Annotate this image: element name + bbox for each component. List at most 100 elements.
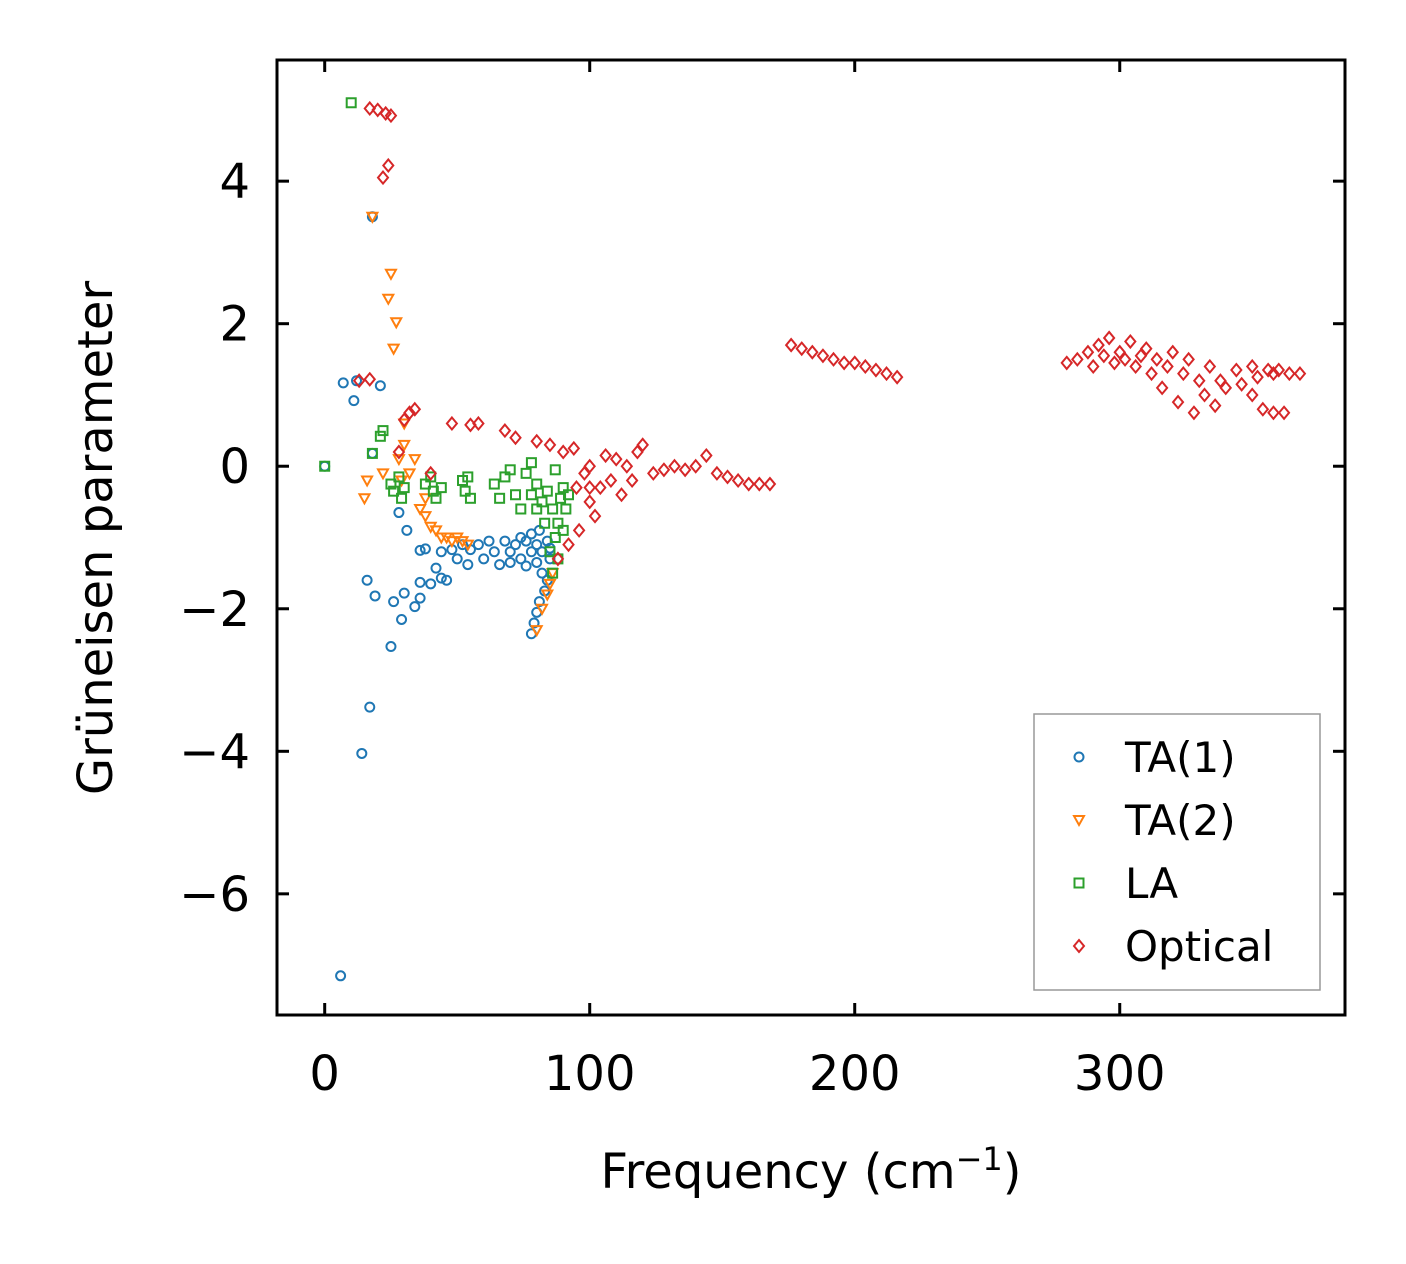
data-point: [541, 485, 553, 497]
data-point: [403, 405, 416, 421]
data-point: [551, 551, 565, 567]
data-point: [859, 358, 872, 375]
data-point: [721, 469, 734, 485]
data-point: [536, 496, 548, 508]
data-point: [464, 492, 476, 504]
data-point: [510, 539, 522, 551]
data-point: [408, 401, 422, 417]
legend-label: TA(1): [1124, 733, 1236, 782]
data-point: [1267, 405, 1280, 421]
data-point: [1060, 355, 1074, 371]
data-point: [604, 472, 618, 489]
data-point: [374, 430, 386, 442]
data-point: [806, 344, 819, 360]
data-point: [319, 460, 331, 472]
series-optical: [352, 100, 1307, 567]
data-point: [763, 476, 777, 492]
data-point: [386, 343, 401, 356]
data-point: [392, 454, 406, 467]
data-point: [536, 567, 548, 579]
data-point: [1171, 394, 1185, 410]
data-point: [364, 701, 376, 713]
data-point: [657, 462, 671, 478]
data-point: [525, 546, 537, 558]
data-point: [615, 487, 628, 503]
data-point: [547, 503, 559, 515]
data-point: [402, 468, 417, 481]
data-point: [385, 641, 397, 653]
data-point: [393, 471, 405, 483]
data-point: [563, 489, 575, 501]
data-point: [376, 468, 390, 481]
y-tick-label: 2: [219, 297, 250, 353]
legend-marker: [1072, 938, 1086, 954]
data-point: [504, 464, 516, 476]
data-point: [435, 482, 447, 494]
data-point: [360, 475, 374, 488]
data-point: [430, 562, 442, 574]
data-point: [1124, 333, 1137, 350]
data-point: [583, 458, 597, 474]
data-point: [1166, 344, 1180, 360]
data-point: [424, 465, 438, 481]
data-point: [520, 535, 532, 547]
data-point: [520, 467, 532, 479]
x-axis-label-close: ): [1003, 1144, 1022, 1200]
data-point: [365, 211, 380, 224]
data-point: [1182, 351, 1195, 367]
data-point: [1071, 351, 1084, 367]
data-point: [525, 457, 537, 469]
data-point: [880, 366, 893, 382]
y-tick-label: −2: [179, 582, 250, 638]
data-point: [636, 437, 650, 453]
data-point: [418, 493, 433, 506]
data-point: [408, 454, 422, 467]
data-point: [1198, 387, 1211, 403]
data-point: [567, 440, 581, 456]
data-point: [345, 97, 357, 109]
data-point: [731, 472, 745, 489]
data-point: [361, 574, 373, 586]
data-point: [549, 532, 561, 543]
data-point: [784, 337, 798, 353]
data-point: [478, 553, 490, 565]
legend-marker: [1073, 751, 1085, 763]
data-point: [599, 447, 612, 464]
data-point: [366, 447, 378, 459]
data-point: [890, 369, 904, 385]
data-point: [594, 480, 607, 496]
data-point: [1245, 387, 1259, 403]
series-la: [319, 97, 575, 579]
data-point: [1293, 366, 1307, 382]
data-point: [445, 536, 459, 549]
x-axis-label-main: Frequency (cm: [600, 1144, 955, 1200]
legend-marker: [1073, 877, 1085, 889]
data-point: [583, 480, 597, 496]
data-point: [609, 451, 623, 467]
data-point: [533, 596, 545, 608]
data-point: [827, 351, 840, 367]
data-point: [401, 524, 413, 536]
data-point: [441, 574, 453, 586]
data-point: [556, 444, 570, 460]
data-point: [1256, 401, 1270, 417]
data-point: [414, 576, 426, 588]
data-point: [429, 525, 443, 538]
data-point: [1245, 358, 1259, 375]
data-point: [530, 625, 544, 638]
data-point: [435, 572, 447, 584]
data-point: [384, 108, 398, 124]
data-point: [1155, 380, 1169, 396]
data-point: [382, 157, 395, 174]
data-point: [352, 373, 366, 389]
x-tick-label: 100: [544, 1046, 636, 1102]
data-point: [1086, 358, 1100, 375]
data-point: [678, 462, 692, 478]
data-point: [1081, 344, 1095, 360]
data-point: [425, 471, 437, 483]
data-point: [531, 556, 543, 568]
data-point: [1203, 358, 1217, 375]
data-point: [461, 539, 475, 552]
data-point: [392, 444, 406, 460]
data-point: [1145, 366, 1158, 382]
